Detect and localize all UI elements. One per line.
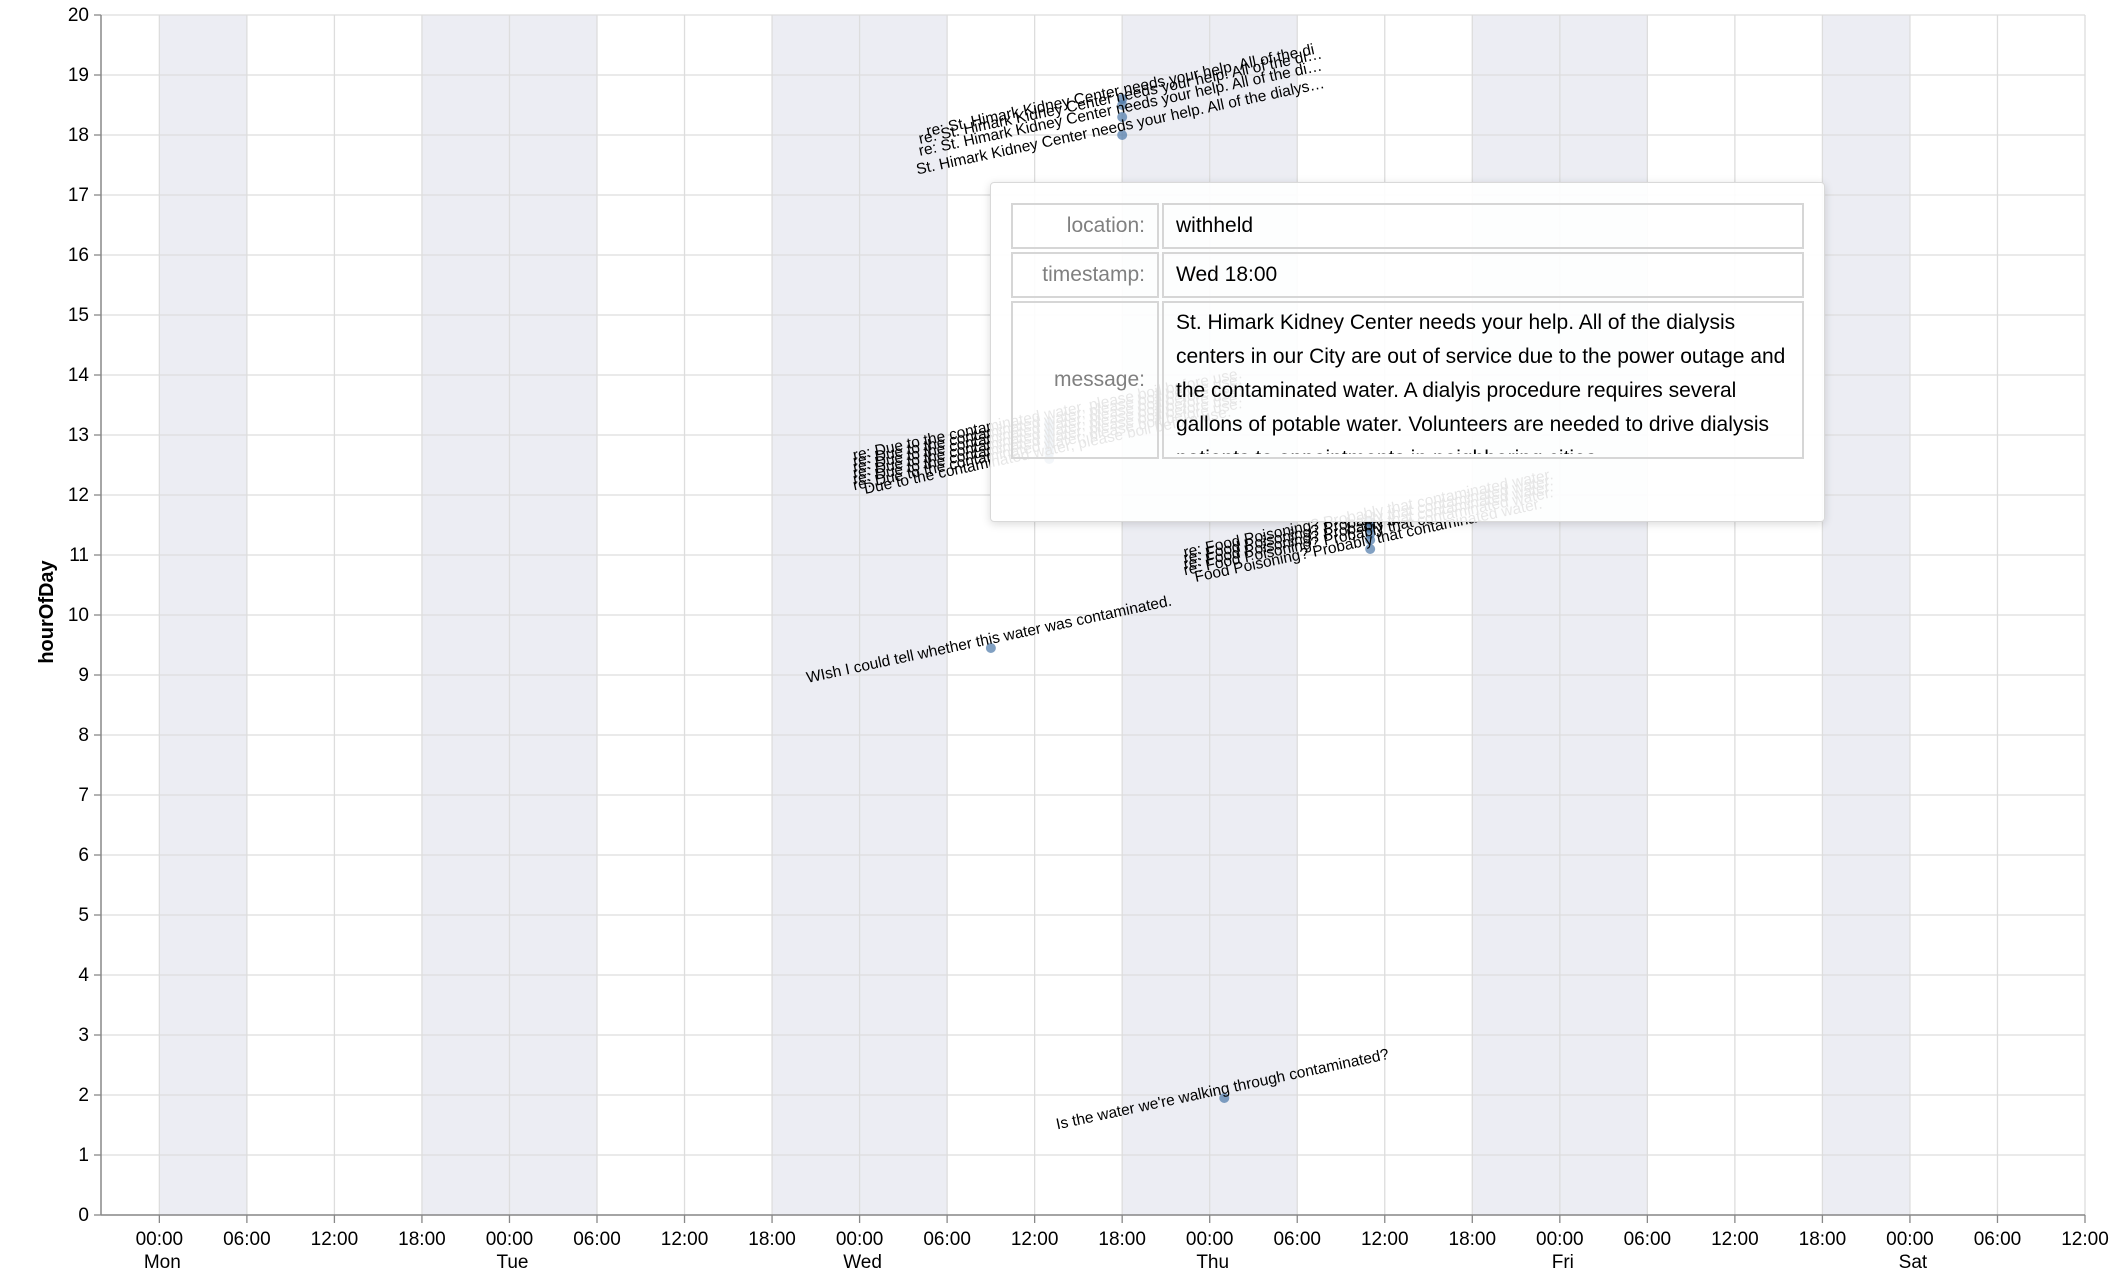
y-tick-label: 13 xyxy=(68,425,89,446)
x-tick-label: 00:00 xyxy=(136,1229,184,1250)
y-tick-label: 4 xyxy=(78,965,89,986)
data-point xyxy=(1117,130,1128,140)
tooltip-timestamp-value: Wed 18:00 xyxy=(1162,252,1804,298)
data-point xyxy=(1219,1093,1230,1103)
x-tick-label: 18:00 xyxy=(1799,1229,1847,1250)
tooltip-row-timestamp: timestamp: Wed 18:00 xyxy=(1011,252,1804,298)
tooltip-location-key: location: xyxy=(1011,203,1159,249)
x-tick-label: 06:00 xyxy=(1974,1229,2022,1250)
y-tick-label: 5 xyxy=(78,905,89,926)
y-tick-label: 19 xyxy=(68,65,89,86)
tooltip-row-message: message: St. Himark Kidney Center needs … xyxy=(1011,301,1804,459)
x-tick-label: 00:00 xyxy=(486,1229,534,1250)
y-tick-label: 11 xyxy=(69,545,89,566)
tooltip-location-value: withheld xyxy=(1162,203,1804,249)
x-tick-label: 12:00 xyxy=(1011,1229,1059,1250)
x-tick-label: 06:00 xyxy=(923,1229,971,1250)
y-tick-label: 10 xyxy=(68,605,89,626)
y-tick-label: 8 xyxy=(78,725,89,746)
tooltip-message-cell: St. Himark Kidney Center needs your help… xyxy=(1162,301,1804,459)
data-point xyxy=(1117,112,1128,122)
y-tick-label: 3 xyxy=(78,1025,89,1046)
y-tick-label: 7 xyxy=(78,785,89,806)
x-tick-label: 12:00 xyxy=(1711,1229,1759,1250)
data-point xyxy=(985,643,996,653)
x-tick-label: 18:00 xyxy=(748,1229,796,1250)
x-tick-label: 00:00 xyxy=(1886,1229,1934,1250)
x-day-label: Fri xyxy=(1552,1252,1574,1268)
x-tick-label: 18:00 xyxy=(398,1229,446,1250)
x-tick-label: 00:00 xyxy=(1186,1229,1234,1250)
y-tick-label: 17 xyxy=(68,185,89,206)
x-tick-label: 12:00 xyxy=(661,1229,709,1250)
tooltip-row-location: location: withheld xyxy=(1011,203,1804,249)
y-tick-label: 9 xyxy=(78,665,89,686)
y-tick-label: 1 xyxy=(78,1145,89,1166)
y-tick-label: 16 xyxy=(68,245,89,266)
tooltip-message-key: message: xyxy=(1011,301,1159,459)
x-day-label: Tue xyxy=(496,1252,528,1268)
tooltip-message-value: St. Himark Kidney Center needs your help… xyxy=(1176,311,1786,454)
y-tick-label: 20 xyxy=(68,5,89,26)
x-tick-label: 18:00 xyxy=(1098,1229,1146,1250)
x-day-label: Thu xyxy=(1196,1252,1229,1268)
y-tick-label: 0 xyxy=(78,1205,89,1226)
x-tick-label: 12:00 xyxy=(2061,1229,2109,1250)
x-tick-label: 12:00 xyxy=(1361,1229,1409,1250)
y-tick-label: 2 xyxy=(78,1085,89,1106)
x-tick-label: 00:00 xyxy=(1536,1229,1584,1250)
y-tick-label: 18 xyxy=(68,125,89,146)
data-point xyxy=(1365,544,1376,554)
tooltip-timestamp-key: timestamp: xyxy=(1011,252,1159,298)
y-tick-label: 15 xyxy=(68,305,89,326)
x-tick-label: 06:00 xyxy=(1273,1229,1321,1250)
x-tick-label: 18:00 xyxy=(1449,1229,1497,1250)
x-day-label: Mon xyxy=(144,1252,181,1268)
x-tick-label: 06:00 xyxy=(1624,1229,1672,1250)
x-day-label: Wed xyxy=(843,1252,882,1268)
data-point xyxy=(1117,94,1128,104)
tooltip: location: withheld timestamp: Wed 18:00 … xyxy=(990,182,1825,522)
x-tick-label: 06:00 xyxy=(573,1229,621,1250)
tooltip-table: location: withheld timestamp: Wed 18:00 … xyxy=(1008,200,1807,462)
x-day-label: Sat xyxy=(1899,1252,1928,1268)
y-tick-label: 12 xyxy=(68,485,89,506)
x-tick-label: 12:00 xyxy=(311,1229,359,1250)
x-tick-label: 00:00 xyxy=(836,1229,884,1250)
x-tick-label: 06:00 xyxy=(223,1229,271,1250)
y-tick-label: 14 xyxy=(68,365,90,386)
y-axis-title: hourOfDay xyxy=(36,559,58,663)
y-tick-label: 6 xyxy=(78,845,89,866)
